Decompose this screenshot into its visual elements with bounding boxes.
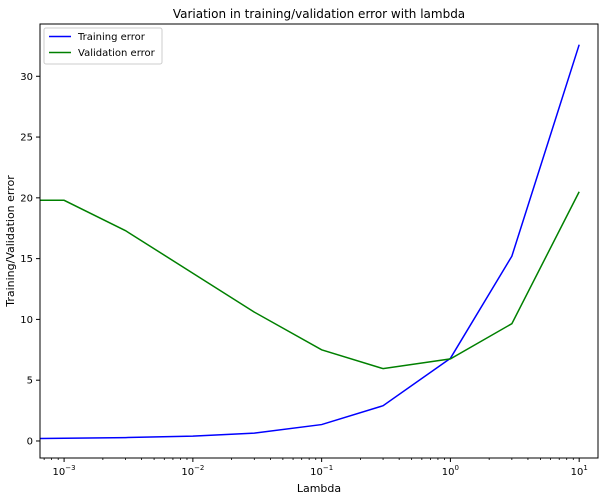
y-ticks: 0 5 10 15 20 25 30 [20,72,40,447]
y-tick-label: 25 [20,133,33,144]
x-ticks: 10−3 10−2 10−1 100 101 [43,458,588,478]
y-tick-label: 15 [20,254,33,265]
x-axis-label: Lambda [297,482,341,495]
x-tick-label: 10−1 [310,464,333,478]
chart-title: Variation in training/validation error w… [173,7,465,21]
y-tick-label: 5 [27,376,33,387]
series-line-0 [39,44,580,440]
y-tick-label: 10 [20,315,33,326]
y-tick-label: 30 [20,72,33,83]
x-tick-label: 10−2 [181,464,204,478]
x-tick-label: 10−3 [53,464,76,478]
x-tick-label: 101 [571,464,588,478]
y-tick-label: 0 [27,436,33,447]
series-lines [39,44,580,440]
series-line-1 [40,191,580,370]
y-axis-label: Training/Validation error [4,175,17,308]
x-tick-label: 100 [442,464,459,478]
legend: Training error Validation error [43,27,163,65]
legend-box [43,27,163,65]
legend-label-validation: Validation error [78,48,156,59]
plot-area [40,24,598,458]
plot-frame [39,23,599,459]
y-tick-label: 20 [20,193,33,204]
legend-label-training: Training error [77,32,146,43]
